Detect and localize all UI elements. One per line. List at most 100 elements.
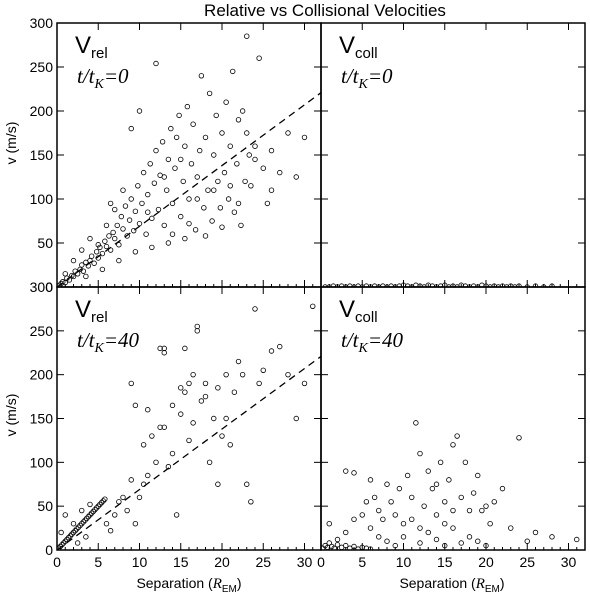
data-point: [116, 257, 122, 264]
data-point: [221, 169, 228, 176]
data-point: [376, 507, 382, 514]
panel-time-suffix: =0: [368, 64, 393, 88]
data-point: [223, 415, 229, 422]
data-point: [446, 284, 452, 287]
panel-label: Vrel: [75, 32, 108, 62]
x-axis-label-right: Separation (REM): [399, 575, 504, 592]
data-point: [194, 328, 200, 334]
data-point: [62, 512, 68, 518]
data-point: [58, 529, 64, 536]
data-point: [380, 516, 386, 523]
data-point: [334, 542, 341, 548]
data-point: [194, 174, 200, 180]
data-point: [450, 525, 456, 531]
data-point: [475, 538, 481, 544]
data-point: [442, 542, 448, 549]
data-point: [235, 117, 242, 123]
data-point: [202, 380, 209, 387]
x-tick-label: 30: [297, 554, 313, 570]
data-point: [80, 268, 87, 274]
x-tick-label: 0: [317, 554, 325, 570]
data-point: [176, 112, 182, 119]
data-point: [70, 529, 77, 536]
panel-bottom-left: 0 5 10 15 20 25 30050100150200250300Vrelt/tK=4…: [30, 279, 322, 570]
panel-label-main: V: [339, 32, 355, 59]
data-point: [219, 224, 225, 230]
data-point: [57, 282, 63, 287]
data-point: [116, 242, 122, 248]
data-point: [97, 244, 103, 251]
data-point: [211, 187, 217, 193]
data-point: [178, 156, 184, 163]
data-point: [157, 345, 163, 352]
data-point: [404, 472, 411, 479]
y-tick-label: 250: [30, 323, 54, 339]
data-point: [161, 222, 167, 229]
data-point: [450, 507, 456, 514]
data-point: [235, 200, 242, 207]
data-point: [503, 284, 510, 287]
data-point: [201, 205, 207, 211]
data-point: [140, 169, 147, 176]
data-point: [392, 512, 398, 518]
data-point: [367, 546, 374, 550]
data-point: [343, 529, 349, 536]
data-point: [371, 494, 378, 501]
data-point: [219, 433, 225, 439]
data-point: [227, 143, 233, 149]
data-point: [202, 233, 209, 239]
data-point: [178, 411, 184, 417]
data-point: [169, 200, 176, 207]
x-tick-label: 15: [437, 554, 453, 570]
data-point: [178, 213, 184, 220]
panel-frame: [56, 22, 322, 288]
data-point: [75, 524, 82, 530]
data-point: [164, 187, 170, 193]
data-point: [95, 242, 101, 248]
data-point: [157, 424, 163, 430]
data-point: [194, 196, 200, 202]
data-point: [149, 244, 155, 251]
data-point: [433, 536, 440, 543]
data-point: [248, 499, 254, 505]
data-point: [549, 283, 555, 287]
data-point: [202, 393, 209, 400]
data-point: [62, 538, 68, 544]
data-point: [82, 517, 88, 523]
data-point: [285, 130, 291, 136]
data-point: [351, 516, 357, 523]
data-point: [454, 284, 460, 287]
x-axis-label-right-sub: EM: [485, 584, 500, 592]
data-point: [103, 243, 110, 250]
data-point: [248, 183, 254, 189]
data-point: [363, 499, 370, 505]
data-point: [293, 415, 299, 422]
data-point: [541, 284, 547, 287]
data-point: [532, 529, 539, 536]
data-point: [215, 481, 221, 487]
data-point: [227, 183, 233, 189]
data-point: [83, 515, 90, 522]
data-point: [90, 508, 96, 515]
panel-time-suffix: =0: [104, 64, 129, 88]
data-point: [244, 481, 250, 487]
data-point: [231, 209, 238, 215]
data-point: [184, 103, 191, 110]
data-point: [433, 284, 440, 287]
data-point: [79, 507, 85, 514]
data-point: [209, 218, 215, 224]
data-point: [65, 535, 72, 541]
data-point: [331, 545, 337, 550]
data-point: [67, 533, 73, 539]
data-point: [99, 250, 106, 257]
data-point: [359, 284, 365, 287]
data-point: [421, 503, 427, 509]
data-point: [479, 507, 485, 514]
data-point: [487, 284, 493, 287]
data-point: [409, 494, 415, 501]
data-point: [169, 450, 176, 457]
data-point: [417, 525, 423, 531]
data-point: [260, 367, 266, 373]
data-point: [100, 498, 106, 504]
